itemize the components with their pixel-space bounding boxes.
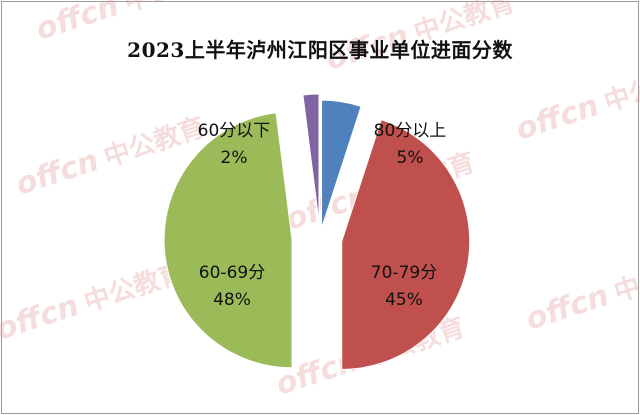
slice-category-label: 60分以下 xyxy=(198,121,271,141)
svg-text:offcn: offcn xyxy=(522,278,613,337)
chart-title: 2023上半年泸州江阳区事业单位进面分数 xyxy=(127,38,513,62)
slice-category-label: 70-79分 xyxy=(371,263,437,283)
svg-text:中公教育: 中公教育 xyxy=(600,57,640,119)
pie-slices xyxy=(163,93,471,370)
svg-text:中公教育: 中公教育 xyxy=(610,247,640,309)
pie-slice-2 xyxy=(163,112,293,369)
slice-label-3: 60分以下 2% xyxy=(198,121,271,168)
slice-value-label: 5% xyxy=(397,148,424,168)
slice-category-label: 80分以上 xyxy=(374,121,447,141)
slice-category-label: 60-69分 xyxy=(199,263,265,283)
slice-labels: 80分以上 5% 70-79分 45% 60-69分 48% 60分以下 2% xyxy=(198,121,447,310)
svg-text:offcn: offcn xyxy=(512,88,603,147)
svg-text:offcn: offcn xyxy=(12,143,103,202)
slice-label-2: 60-69分 48% xyxy=(199,263,265,310)
svg-text:offcn: offcn xyxy=(0,288,83,347)
slice-value-label: 45% xyxy=(385,290,423,310)
slice-value-label: 48% xyxy=(213,290,251,310)
slice-value-label: 2% xyxy=(221,148,248,168)
slice-label-0: 80分以上 5% xyxy=(374,121,447,168)
pie-slice-1 xyxy=(341,119,471,370)
svg-text:中公教育: 中公教育 xyxy=(120,0,229,18)
slice-label-1: 70-79分 45% xyxy=(371,263,437,310)
pie-slice-0 xyxy=(321,99,362,229)
pie-slice-3 xyxy=(302,93,320,223)
